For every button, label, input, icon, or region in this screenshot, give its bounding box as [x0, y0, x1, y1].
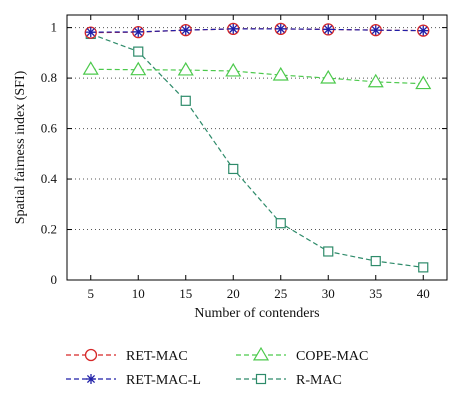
data-point — [180, 95, 191, 106]
data-point — [82, 61, 99, 75]
y-tick-label: 0 — [51, 272, 58, 287]
legend-item: R-MAC — [236, 373, 342, 388]
data-point — [370, 255, 381, 267]
y-tick-label: 0.2 — [41, 222, 57, 237]
data-point — [130, 61, 147, 76]
legend-label: RET-MAC — [126, 349, 188, 364]
x-tick-label: 15 — [179, 286, 192, 301]
axis-ticks: 5 10 15 20 25 30 35 40 0 0.2 0.4 0.6 0.8 1 — [41, 15, 447, 301]
gridlines — [67, 27, 447, 231]
data-point — [225, 62, 242, 77]
data-point — [418, 25, 429, 36]
x-tick-label: 10 — [132, 286, 145, 301]
y-tick-label: 0.4 — [41, 171, 58, 186]
x-axis-title: Number of contenders — [194, 306, 319, 321]
data-point — [228, 23, 239, 34]
y-tick-label: 0.8 — [41, 70, 57, 85]
data-point — [272, 66, 289, 81]
legend-marker — [86, 374, 96, 384]
series-ret-mac-l — [85, 23, 429, 38]
series-line — [90, 33, 424, 268]
legend-marker — [255, 373, 267, 385]
plot-frame — [66, 14, 448, 281]
data-point — [323, 24, 334, 35]
x-tick-label: 30 — [322, 286, 335, 301]
x-tick-label: 5 — [88, 286, 95, 301]
legend-label: RET-MAC-L — [126, 373, 201, 388]
x-tick-label: 40 — [417, 286, 430, 301]
data-point — [418, 262, 429, 273]
y-axis-title: Spatial fairness index (SFI) — [13, 70, 28, 224]
data-point — [85, 27, 96, 38]
data-point — [177, 61, 194, 76]
data-point — [228, 163, 239, 175]
series-cope-mac — [82, 61, 432, 90]
legend: RET-MAC RET-MAC-L COPE-MAC R-MAC — [66, 346, 368, 388]
legend-item: COPE-MAC — [236, 346, 368, 364]
data-point — [415, 75, 432, 90]
data-point — [323, 246, 334, 257]
legend-label: R-MAC — [296, 373, 342, 388]
series-layer — [82, 22, 432, 273]
x-tick-label: 20 — [227, 286, 240, 301]
data-point — [370, 25, 381, 36]
x-tick-label: 25 — [274, 286, 287, 301]
data-point — [320, 69, 337, 84]
x-tick-label: 35 — [369, 286, 382, 301]
data-point — [275, 218, 286, 229]
data-point — [180, 25, 191, 36]
legend-marker — [84, 348, 98, 362]
legend-item: RET-MAC — [66, 348, 188, 364]
legend-marker — [252, 346, 270, 361]
data-point — [275, 23, 286, 34]
data-point — [133, 26, 144, 37]
y-tick-label: 1 — [51, 20, 58, 35]
legend-label: COPE-MAC — [296, 349, 368, 364]
y-tick-label: 0.6 — [41, 121, 58, 136]
data-point — [133, 46, 144, 57]
legend-item: RET-MAC-L — [66, 373, 201, 388]
data-point — [367, 73, 384, 88]
